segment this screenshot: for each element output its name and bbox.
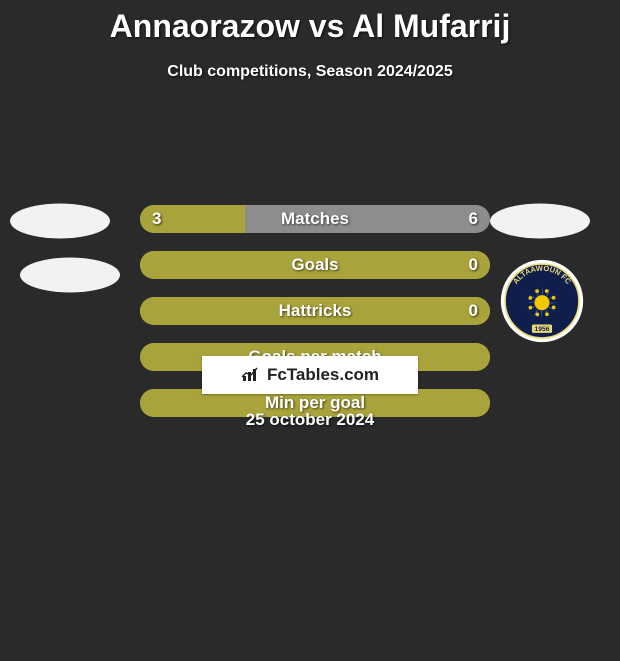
page-title: Annaorazow vs Al Mufarrij <box>0 0 620 45</box>
stat-bar-right-value: 6 <box>469 209 478 229</box>
stat-bar-matches: Matches36 <box>140 205 490 233</box>
watermark-badge: FcTables.com <box>202 356 418 394</box>
snapshot-date: 25 october 2024 <box>0 410 620 430</box>
player-left-placeholder-0 <box>10 204 110 239</box>
stat-bar-left-fill <box>140 297 490 325</box>
stat-bar-goals: Goals0 <box>140 251 490 279</box>
stat-bar-hattricks: Hattricks0 <box>140 297 490 325</box>
subtitle: Club competitions, Season 2024/2025 <box>0 63 620 81</box>
svg-text:1956: 1956 <box>535 326 550 333</box>
player-right-badge-0 <box>490 204 590 239</box>
stat-bar-left-fill <box>140 205 245 233</box>
watermark-text: FcTables.com <box>267 365 379 385</box>
bar-chart-icon <box>241 367 261 383</box>
player-left-placeholder-1 <box>20 258 120 293</box>
stat-bar-left-fill <box>140 251 490 279</box>
club-crest-icon: ALTAAWOUN FC 1956 <box>500 259 584 343</box>
player-right-badge-1: ALTAAWOUN FC 1956 <box>500 259 584 343</box>
